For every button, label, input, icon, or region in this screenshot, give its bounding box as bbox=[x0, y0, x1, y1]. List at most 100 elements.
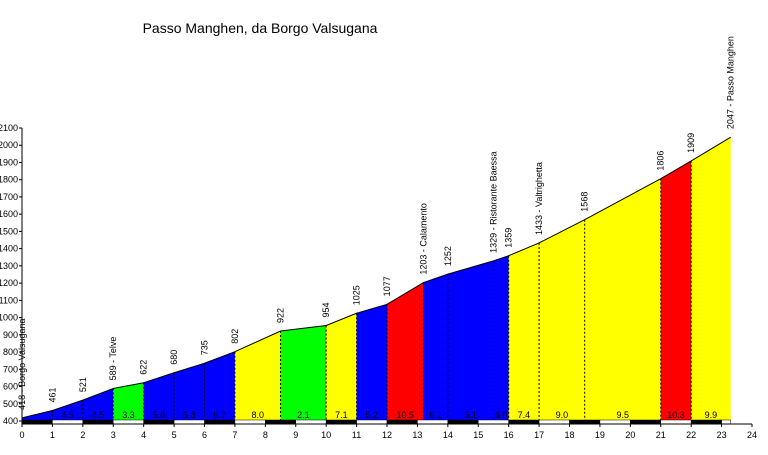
grade-label: 7.4 bbox=[518, 410, 531, 420]
grade-label: 4.5 bbox=[92, 410, 105, 420]
x-tick-label: 13 bbox=[412, 430, 422, 440]
km-band-block bbox=[234, 419, 266, 425]
grade-label: 9.0 bbox=[556, 410, 569, 420]
elevation-label: 2047 - Passo Manghen bbox=[726, 36, 736, 129]
y-tick-label: 1900 bbox=[0, 157, 18, 167]
grade-label: 10.5 bbox=[396, 410, 414, 420]
km-band-block bbox=[660, 419, 692, 425]
elevation-label: 1568 bbox=[580, 192, 590, 212]
elevation-label: 1806 bbox=[656, 151, 666, 171]
y-tick-label: 1100 bbox=[0, 295, 18, 305]
elevation-label: 1203 - Calamento bbox=[419, 203, 429, 275]
y-tick-label: 2000 bbox=[0, 140, 18, 150]
elevation-label: 1359 bbox=[504, 228, 514, 248]
elevation-label: 1252 bbox=[443, 246, 453, 266]
elevation-label: 1329 - Ristorante Baessa bbox=[488, 151, 498, 253]
km-band-block bbox=[690, 419, 722, 425]
x-tick-label: 10 bbox=[321, 430, 331, 440]
grade-label: 9.5 bbox=[616, 410, 629, 420]
y-tick-label: 1300 bbox=[0, 261, 18, 271]
km-band-block bbox=[478, 419, 509, 425]
grade-label: 5.1 bbox=[464, 410, 477, 420]
km-band-block bbox=[386, 419, 418, 425]
profile-segment bbox=[234, 331, 281, 421]
grade-label: 7.1 bbox=[335, 410, 348, 420]
x-tick-label: 12 bbox=[382, 430, 392, 440]
elevation-label: 1077 bbox=[382, 276, 392, 296]
km-band-block bbox=[265, 419, 297, 425]
grade-label: 6.1 bbox=[429, 410, 442, 420]
grade-label: 4.5 bbox=[61, 410, 74, 420]
grade-label: 5.8 bbox=[183, 410, 196, 420]
x-tick-label: 20 bbox=[625, 430, 635, 440]
y-tick-label: 400 bbox=[3, 416, 18, 426]
y-tick-label: 1600 bbox=[0, 209, 18, 219]
km-band-block bbox=[325, 419, 357, 425]
x-tick-label: 4 bbox=[141, 430, 146, 440]
elevation-label: 954 bbox=[321, 302, 331, 317]
y-tick-label: 1400 bbox=[0, 244, 18, 254]
x-tick-label: 3 bbox=[111, 430, 116, 440]
grade-label: 8.0 bbox=[251, 410, 264, 420]
grade-label: 6.0 bbox=[495, 410, 508, 420]
km-band-block bbox=[630, 419, 661, 425]
x-tick-label: 21 bbox=[656, 430, 666, 440]
profile-segment bbox=[280, 325, 327, 421]
elevation-label: 589 - Telve bbox=[108, 337, 118, 381]
profile-segment bbox=[326, 313, 357, 421]
x-tick-label: 8 bbox=[263, 430, 268, 440]
y-tick-label: 1700 bbox=[0, 192, 18, 202]
x-tick-label: 23 bbox=[717, 430, 727, 440]
x-tick-label: 19 bbox=[595, 430, 605, 440]
x-tick-label: 7 bbox=[232, 430, 237, 440]
x-tick-label: 22 bbox=[686, 430, 696, 440]
grade-label: 3.3 bbox=[122, 410, 135, 420]
y-tick-label: 1500 bbox=[0, 226, 18, 236]
grade-label: 6.7 bbox=[213, 410, 226, 420]
km-band-block bbox=[295, 419, 327, 425]
km-band-block bbox=[173, 419, 205, 425]
y-tick-label: 500 bbox=[3, 399, 18, 409]
elevation-label: 521 bbox=[78, 377, 88, 392]
y-tick-label: 600 bbox=[3, 382, 18, 392]
km-band-block bbox=[52, 419, 84, 425]
x-tick-label: 0 bbox=[19, 430, 24, 440]
x-tick-label: 9 bbox=[293, 430, 298, 440]
km-band-block bbox=[721, 419, 731, 425]
profile-segment bbox=[660, 160, 692, 421]
elevation-label: 922 bbox=[276, 308, 286, 323]
elevation-label: 735 bbox=[200, 340, 210, 355]
x-tick-label: 14 bbox=[443, 430, 453, 440]
grade-label: 2.1 bbox=[297, 410, 310, 420]
y-tick-label: 1000 bbox=[0, 313, 18, 323]
profile-segment bbox=[423, 255, 509, 421]
x-tick-label: 18 bbox=[564, 430, 574, 440]
km-band-block bbox=[417, 419, 449, 425]
elevation-label: 680 bbox=[169, 350, 179, 365]
grade-label: 5.2 bbox=[366, 410, 379, 420]
km-band-block bbox=[356, 419, 388, 425]
km-band-block bbox=[569, 419, 601, 425]
profile-segment bbox=[113, 382, 144, 421]
km-band-block bbox=[21, 419, 53, 425]
elevation-label: 1025 bbox=[352, 285, 362, 305]
y-tick-label: 800 bbox=[3, 347, 18, 357]
x-tick-label: 24 bbox=[747, 430, 757, 440]
x-tick-label: 6 bbox=[202, 430, 207, 440]
km-band-block bbox=[143, 419, 175, 425]
profile-segment bbox=[143, 351, 235, 421]
grade-label: 9.9 bbox=[705, 410, 718, 420]
elevation-label: 1433 - Valtrighetta bbox=[534, 162, 544, 235]
km-band-block bbox=[82, 419, 114, 425]
y-tick-label: 1200 bbox=[0, 278, 18, 288]
x-tick-label: 11 bbox=[352, 430, 361, 440]
profile-segment bbox=[356, 304, 387, 421]
profile-segment bbox=[387, 282, 424, 421]
x-tick-label: 17 bbox=[534, 430, 544, 440]
elevation-label: 622 bbox=[139, 360, 149, 375]
km-band-block bbox=[538, 419, 570, 425]
grade-label: 5.8 bbox=[153, 410, 166, 420]
km-band-block bbox=[447, 419, 479, 425]
x-tick-label: 15 bbox=[473, 430, 483, 440]
